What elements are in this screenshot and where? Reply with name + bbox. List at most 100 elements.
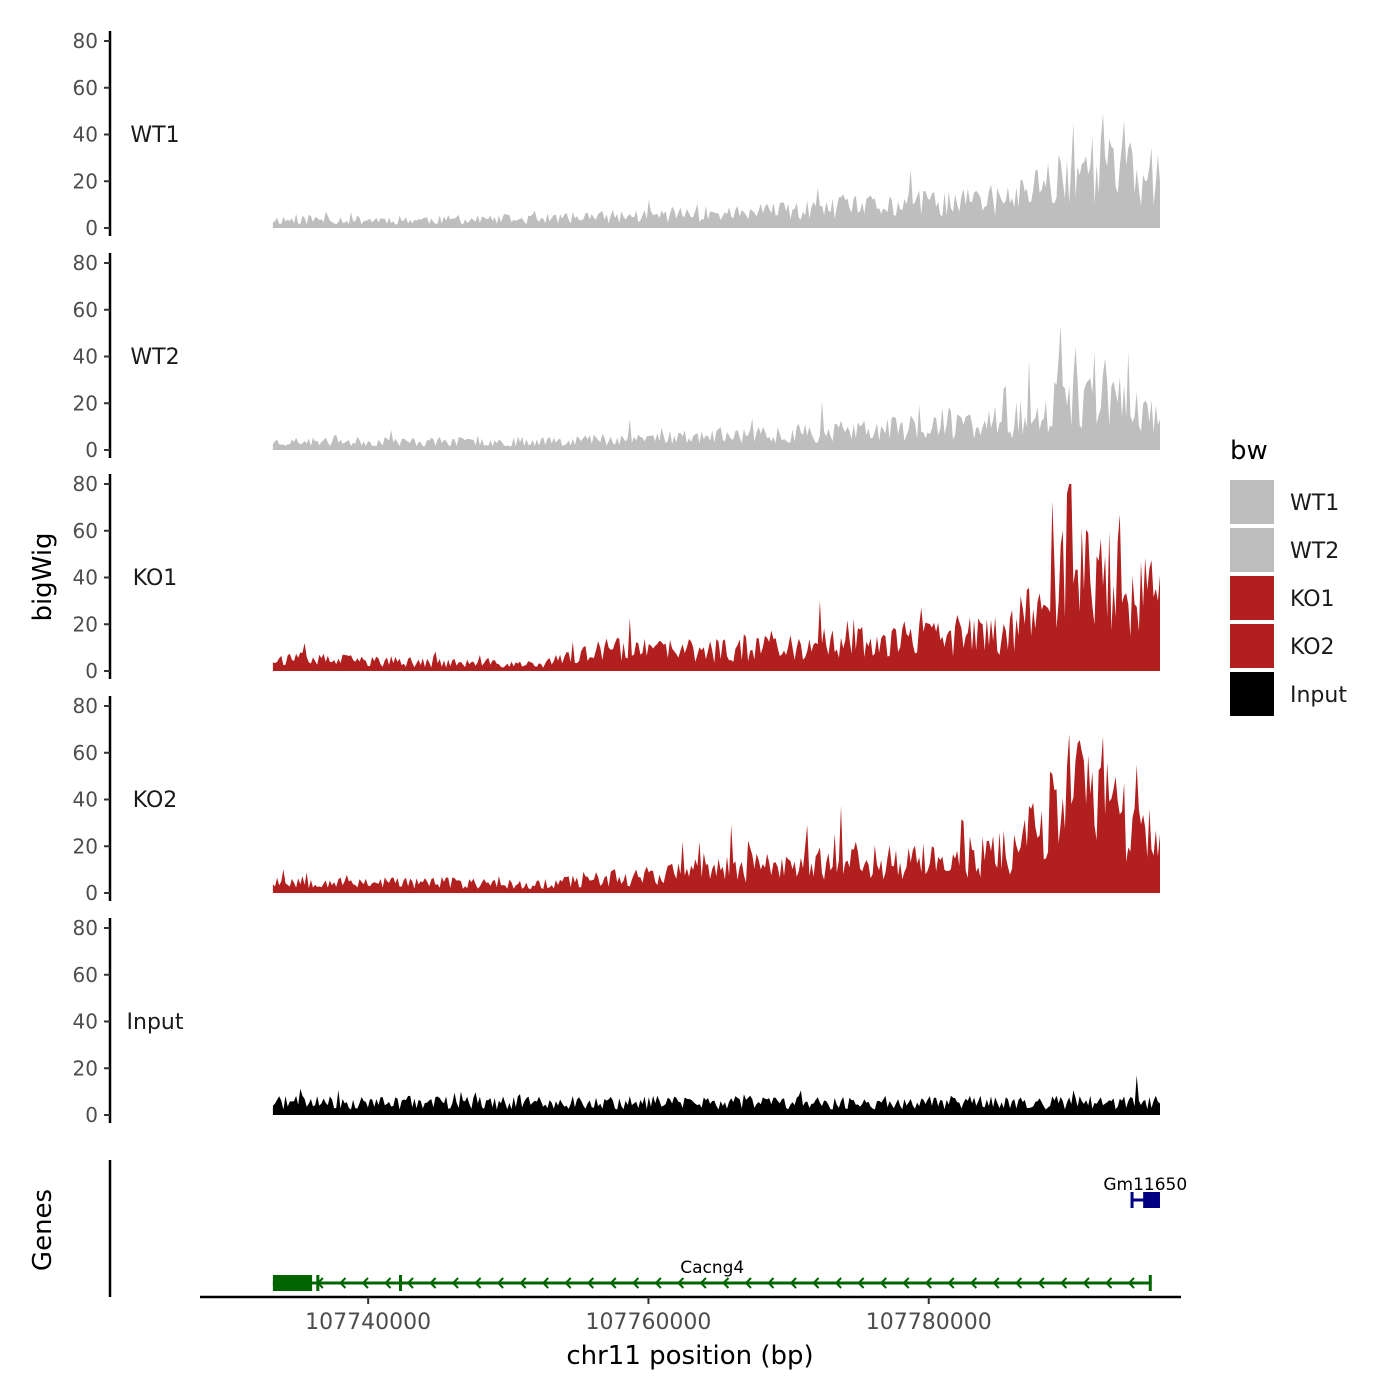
y-tick-label: 20 bbox=[73, 1056, 98, 1080]
strand-arrow bbox=[812, 1277, 820, 1289]
strand-arrow bbox=[609, 1277, 617, 1289]
y-tick-label: 40 bbox=[73, 1010, 98, 1034]
track-label: KO1 bbox=[133, 566, 178, 591]
y-tick-label: 40 bbox=[73, 566, 98, 590]
strand-arrow bbox=[631, 1277, 640, 1289]
y-tick-label: 0 bbox=[85, 659, 98, 683]
track-ko2: 0 20 40 60 80 KO2 bbox=[73, 694, 1160, 905]
y-tick-label: 60 bbox=[73, 298, 98, 322]
gene-cacng4: Cacng4 bbox=[272, 1258, 1152, 1291]
legend-label: KO2 bbox=[1290, 635, 1335, 660]
y-tick-label: 40 bbox=[73, 123, 98, 147]
y-tick-label: 60 bbox=[73, 741, 98, 765]
y-tick-label: 20 bbox=[73, 391, 98, 415]
strand-arrow bbox=[857, 1277, 865, 1289]
track-label: Input bbox=[127, 1010, 184, 1035]
strand-arrow bbox=[834, 1277, 842, 1289]
strand-arrow bbox=[541, 1277, 549, 1289]
gene-exon bbox=[1143, 1192, 1160, 1208]
strand-arrow bbox=[429, 1277, 437, 1289]
y-tick-label: 60 bbox=[73, 519, 98, 543]
legend: bw WT1 WT2 KO1 KO2 Input bbox=[1230, 436, 1347, 716]
track-label: WT1 bbox=[130, 123, 179, 148]
y-axis-title: bigWig bbox=[28, 532, 58, 621]
strand-arrow bbox=[992, 1277, 1000, 1289]
y-tick-label: 20 bbox=[73, 834, 98, 858]
y-tick-label: 80 bbox=[73, 916, 98, 940]
x-tick-label: 107760000 bbox=[585, 1310, 711, 1335]
strand-arrow bbox=[789, 1277, 797, 1289]
strand-arrow bbox=[519, 1277, 527, 1289]
track-ko1: 0 20 40 60 80 KO1 bbox=[73, 472, 1160, 683]
track-wt2: 0 20 40 60 80 WT2 bbox=[73, 251, 1160, 462]
gene-annotation-panel: Cacng4 Gm11650 bbox=[108, 1160, 1187, 1297]
strand-arrow bbox=[699, 1277, 707, 1289]
strand-arrow bbox=[1060, 1277, 1068, 1289]
strand-arrow bbox=[879, 1277, 887, 1289]
signal-area-wt2 bbox=[272, 325, 1160, 450]
strand-arrow bbox=[474, 1277, 482, 1289]
y-tick-label: 80 bbox=[73, 472, 98, 496]
y-tick-label: 40 bbox=[73, 788, 98, 812]
x-axis-title: chr11 position (bp) bbox=[566, 1341, 813, 1371]
strand-arrow bbox=[586, 1277, 595, 1289]
gene-exon bbox=[1130, 1192, 1134, 1208]
track-input: 0 20 40 60 80 Input bbox=[73, 916, 1160, 1127]
legend-item-wt2: WT2 bbox=[1230, 528, 1339, 572]
legend-swatch bbox=[1230, 528, 1274, 572]
legend-label: Input bbox=[1290, 683, 1347, 708]
legend-item-input: Input bbox=[1230, 672, 1347, 716]
strand-arrow bbox=[677, 1277, 685, 1289]
strand-arrow bbox=[902, 1277, 910, 1289]
legend-item-ko1: KO1 bbox=[1230, 576, 1335, 620]
strand-arrow bbox=[947, 1277, 955, 1289]
strand-arrow bbox=[1014, 1277, 1023, 1289]
y-tick-label: 40 bbox=[73, 345, 98, 369]
y-tick-label: 0 bbox=[85, 881, 98, 905]
legend-title: bw bbox=[1230, 436, 1268, 466]
legend-item-ko2: KO2 bbox=[1230, 624, 1335, 668]
x-tick-label: 107740000 bbox=[305, 1310, 431, 1335]
track-label: WT2 bbox=[130, 345, 179, 370]
gene-gm11650: Gm11650 bbox=[1103, 1175, 1187, 1208]
strand-arrow bbox=[339, 1277, 347, 1289]
y-tick-label: 80 bbox=[73, 29, 98, 53]
y-tick-label: 80 bbox=[73, 694, 98, 718]
y-tick-label: 60 bbox=[73, 963, 98, 987]
legend-item-wt1: WT1 bbox=[1230, 480, 1339, 524]
strand-arrow bbox=[451, 1277, 459, 1289]
track-label: KO2 bbox=[133, 788, 178, 813]
signal-tracks: 0 20 40 60 80 WT1 0 20 40 60 80 WT2 0 20 40 60 80 KO1 0 20 4… bbox=[73, 29, 1160, 1127]
signal-area-input bbox=[272, 1075, 1160, 1115]
strand-arrow bbox=[1127, 1277, 1135, 1289]
strand-arrow bbox=[406, 1277, 414, 1289]
strand-arrow bbox=[744, 1277, 752, 1289]
legend-swatch bbox=[1230, 672, 1274, 716]
y-tick-label: 20 bbox=[73, 169, 98, 193]
strand-arrow bbox=[496, 1277, 504, 1289]
legend-swatch bbox=[1230, 576, 1274, 620]
gene-exon bbox=[1148, 1275, 1152, 1291]
signal-area-wt1 bbox=[272, 113, 1160, 228]
x-axis: 107740000 107760000 107780000 bbox=[200, 1295, 1181, 1335]
track-wt1: 0 20 40 60 80 WT1 bbox=[73, 29, 1160, 240]
strand-arrow bbox=[924, 1277, 932, 1289]
strand-arrow bbox=[969, 1277, 978, 1289]
strand-arrow bbox=[722, 1277, 730, 1289]
y-tick-label: 20 bbox=[73, 612, 98, 636]
y-tick-label: 0 bbox=[85, 438, 98, 462]
strand-arrow bbox=[1037, 1277, 1045, 1289]
strand-arrow bbox=[361, 1277, 369, 1289]
legend-label: WT2 bbox=[1290, 539, 1339, 564]
y-tick-label: 60 bbox=[73, 76, 98, 100]
strand-arrow bbox=[384, 1277, 392, 1289]
gene-exon bbox=[399, 1275, 403, 1291]
strand-arrow bbox=[1082, 1277, 1090, 1289]
y-tick-label: 80 bbox=[73, 251, 98, 275]
legend-swatch bbox=[1230, 624, 1274, 668]
strand-arrow bbox=[564, 1277, 572, 1289]
x-tick-label: 107780000 bbox=[866, 1310, 992, 1335]
strand-arrow bbox=[1105, 1277, 1113, 1289]
genes-axis-title: Genes bbox=[28, 1189, 58, 1271]
